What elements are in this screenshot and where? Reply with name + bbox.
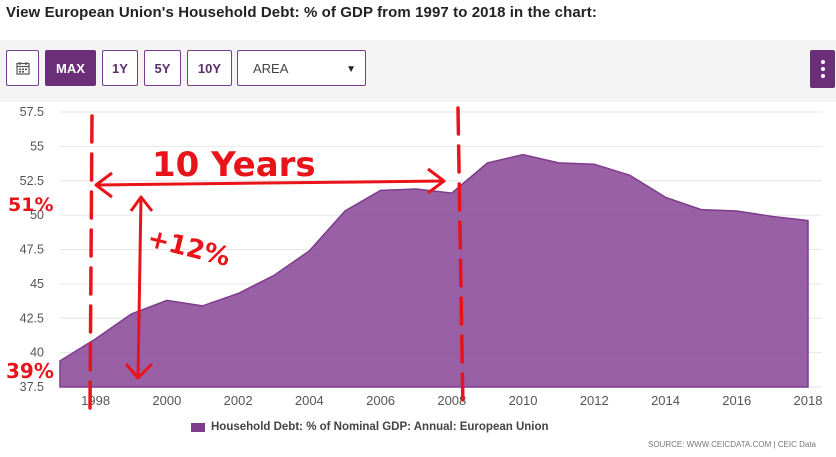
x-tick-label: 2002: [224, 393, 253, 408]
span-arrow-line: [95, 179, 445, 187]
y-tick-label: 42.5: [20, 311, 44, 325]
legend-label: Household Debt: % of Nominal GDP: Annual…: [211, 421, 549, 433]
range-10y-button[interactable]: 10Y: [187, 50, 232, 86]
increase-arrow-top-head: [129, 195, 154, 212]
y-tick-label: 50: [30, 208, 44, 222]
dashed-marker-2008: [456, 106, 465, 412]
span-arrow-right-head: [427, 167, 446, 195]
increase-label: +12%: [144, 224, 233, 273]
x-tick-label: 2010: [509, 393, 538, 408]
area-series: [59, 153, 809, 388]
span-label: 10 Years: [152, 145, 316, 185]
y-axis-labels: 37.5 40 42.5 45 47.5 50 52.5 55 57.5: [20, 105, 44, 394]
area-chart: 37.5 40 42.5 45 47.5 50 52.5 55 57.5 1998 2000 200…: [6, 105, 822, 412]
y-tick-label: 45: [30, 277, 44, 291]
y-tick-label: 57.5: [20, 105, 44, 119]
x-tick-label: 2012: [580, 393, 609, 408]
chart-legend[interactable]: Household Debt: % of Nominal GDP: Annual…: [191, 421, 549, 433]
y-tick-label: 52.5: [20, 174, 44, 188]
x-tick-label: 2000: [152, 393, 181, 408]
x-tick-label: 2014: [651, 393, 680, 408]
legend-swatch: [191, 422, 205, 432]
dashed-marker-1998: [88, 114, 94, 412]
page-title: View European Union's Household Debt: % …: [6, 4, 597, 21]
x-tick-label: 2004: [295, 393, 324, 408]
high-label: 51%: [8, 194, 53, 216]
range-max-button[interactable]: MAX: [45, 50, 96, 86]
chart-type-value: AREA: [253, 60, 289, 76]
range-1y-button[interactable]: 1Y: [102, 50, 138, 86]
more-vertical-icon[interactable]: [810, 50, 835, 88]
x-tick-label: 2018: [794, 393, 823, 408]
low-label: 39%: [6, 359, 54, 383]
caret-down-icon: ▼: [346, 64, 356, 75]
x-tick-label: 2016: [722, 393, 751, 408]
calendar-button[interactable]: [6, 50, 39, 86]
x-tick-label: 2008: [437, 393, 466, 408]
y-tick-label: 37.5: [20, 380, 44, 394]
increase-arrow-line: [136, 196, 143, 379]
x-tick-label: 1998: [81, 393, 110, 408]
y-tick-label: 47.5: [20, 243, 44, 257]
source-credit: SOURCE: WWW.CEICDATA.COM | CEIC Data: [647, 440, 816, 449]
range-5y-button[interactable]: 5Y: [144, 50, 181, 86]
y-tick-label: 40: [30, 346, 44, 360]
x-tick-label: 2006: [366, 393, 395, 408]
span-arrow-left-head: [94, 171, 113, 199]
x-axis-labels: 1998 2000 2002 2004 2006 2008 2010 2012 2014 2016…: [81, 393, 822, 408]
chart-type-select[interactable]: AREA ▼: [237, 50, 366, 86]
y-tick-label: 55: [30, 139, 44, 153]
chart-toolbar: MAX 1Y 5Y 10Y AREA ▼: [0, 40, 836, 102]
increase-arrow-bottom-head: [124, 362, 154, 380]
calendar-icon: [15, 62, 30, 75]
